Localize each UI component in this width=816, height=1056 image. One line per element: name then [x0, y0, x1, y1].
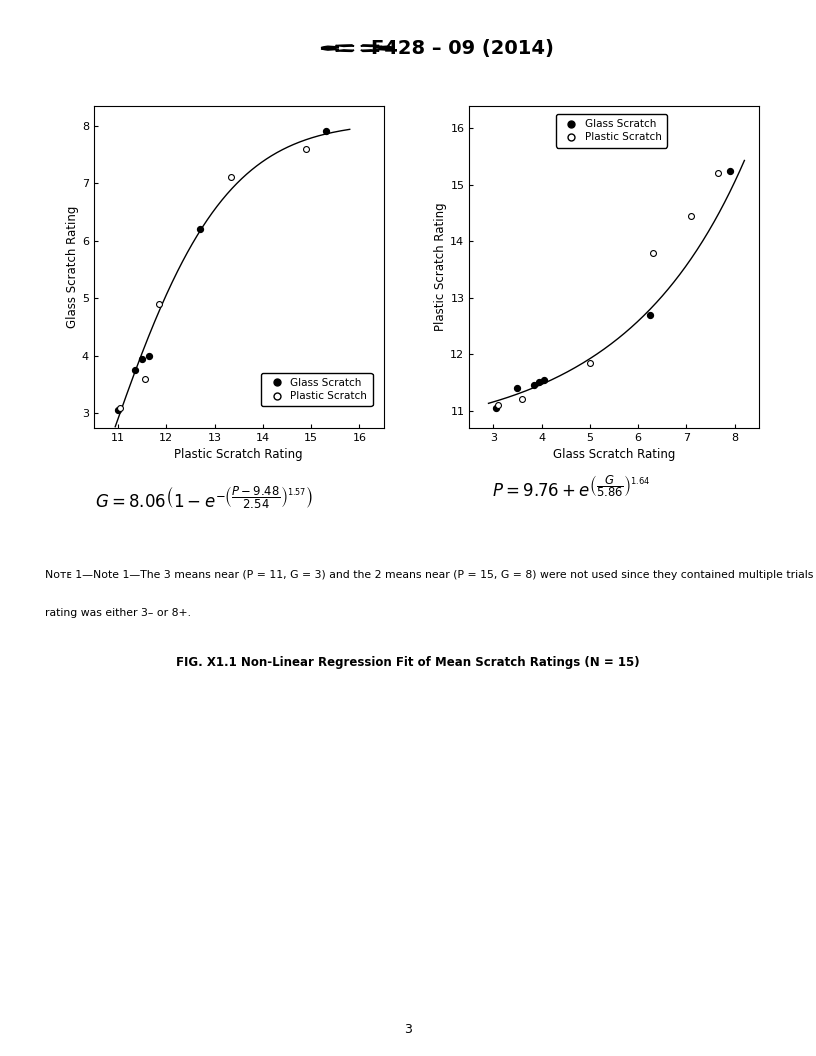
Point: [583, 354, 596, 371]
Text: $P = 9.76 + e^{\left(\dfrac{G}{5.86}\right)^{1.64}}$: $P = 9.76 + e^{\left(\dfrac{G}{5.86}\rig…: [492, 475, 650, 501]
Legend: Glass Scratch, Plastic Scratch: Glass Scratch, Plastic Scratch: [261, 373, 373, 407]
Y-axis label: Plastic Scratch Rating: Plastic Scratch Rating: [434, 203, 447, 331]
Point: [193, 221, 206, 238]
Polygon shape: [361, 50, 379, 52]
Text: rating was either 3– or 8+.: rating was either 3– or 8+.: [45, 608, 191, 618]
Point: [491, 397, 504, 414]
Y-axis label: Glass Scratch Rating: Glass Scratch Rating: [66, 206, 79, 327]
Point: [135, 351, 149, 367]
Polygon shape: [376, 49, 393, 50]
Text: 3: 3: [404, 1023, 412, 1036]
Point: [646, 244, 659, 261]
Polygon shape: [361, 44, 379, 46]
Point: [685, 207, 698, 224]
Text: F428 – 09 (2014): F428 – 09 (2014): [371, 39, 554, 58]
Polygon shape: [335, 50, 354, 52]
Text: FIG. X1.1 Non-Linear Regression Fit of Mean Scratch Ratings (N = 15): FIG. X1.1 Non-Linear Regression Fit of M…: [176, 656, 640, 668]
Point: [143, 347, 156, 364]
Text: $G = 8.06\left(1-e^{-\left(\dfrac{P-9.48}{2.54}\right)^{1.57}}\right)$: $G = 8.06\left(1-e^{-\left(\dfrac{P-9.48…: [95, 486, 313, 512]
Point: [516, 391, 529, 408]
Point: [490, 399, 503, 416]
Point: [128, 362, 141, 379]
Point: [112, 402, 125, 419]
Polygon shape: [376, 46, 393, 48]
Point: [712, 165, 725, 182]
Point: [528, 377, 541, 394]
X-axis label: Plastic Scratch Rating: Plastic Scratch Rating: [175, 448, 303, 461]
Polygon shape: [322, 46, 339, 48]
Point: [225, 169, 238, 186]
Point: [114, 399, 127, 416]
Point: [511, 380, 524, 397]
Point: [138, 371, 151, 388]
Point: [533, 374, 546, 391]
Point: [644, 306, 657, 323]
Point: [724, 163, 737, 180]
Point: [319, 124, 332, 140]
Point: [538, 372, 551, 389]
Polygon shape: [322, 49, 339, 50]
Legend: Glass Scratch, Plastic Scratch: Glass Scratch, Plastic Scratch: [556, 114, 667, 148]
Text: Nᴏᴛᴇ 1—Note 1—The 3 means near (P = 11, G = 3) and the 2 means near (P = 15, G =: Nᴏᴛᴇ 1—Note 1—The 3 means near (P = 11, …: [45, 570, 816, 580]
Polygon shape: [335, 44, 354, 46]
Point: [153, 296, 166, 313]
Point: [299, 140, 313, 157]
X-axis label: Glass Scratch Rating: Glass Scratch Rating: [553, 448, 675, 461]
